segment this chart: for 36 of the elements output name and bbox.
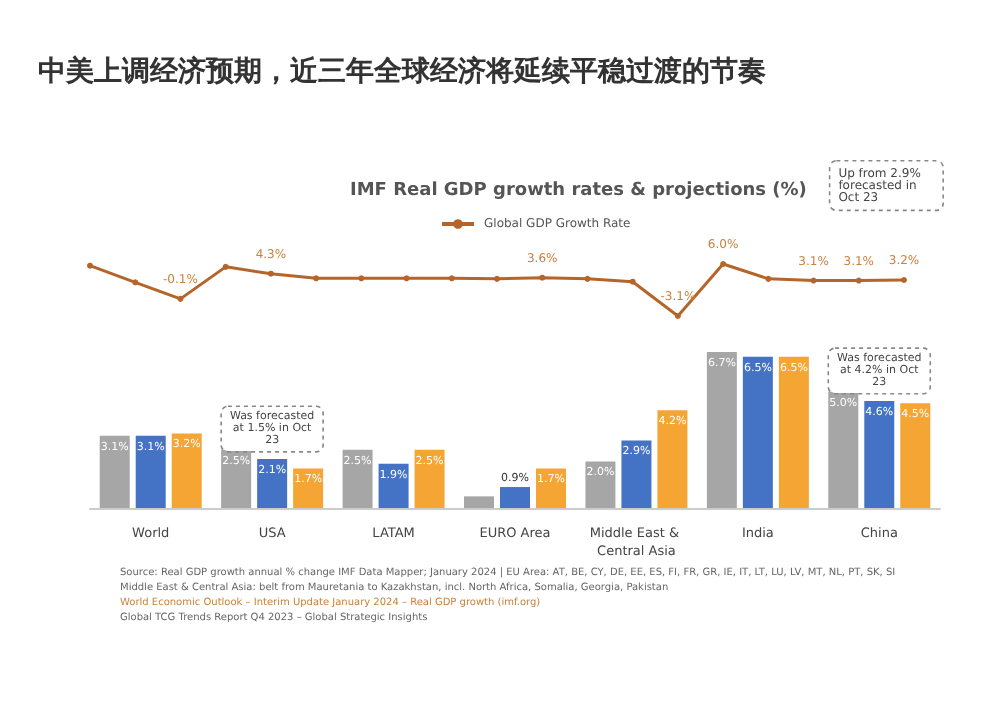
bar — [585, 461, 616, 508]
point — [765, 275, 772, 282]
bar — [900, 403, 931, 508]
bar — [464, 496, 494, 508]
point — [629, 278, 636, 285]
point — [313, 275, 320, 282]
point — [267, 270, 274, 277]
bar — [828, 391, 859, 508]
point — [177, 295, 184, 302]
point — [810, 277, 817, 284]
point — [403, 275, 410, 282]
bar — [778, 356, 809, 508]
bar — [135, 435, 166, 508]
bar — [864, 400, 895, 508]
bar — [742, 356, 773, 508]
bar — [99, 435, 130, 508]
point — [222, 263, 229, 270]
chart-title: 中美上调经济预期，近三年全球经济将延续平稳过渡的节奏 — [38, 54, 766, 88]
bar — [657, 410, 688, 508]
point — [855, 277, 862, 284]
point — [132, 279, 139, 286]
bar — [414, 449, 445, 508]
chart-subtitle: IMF Real GDP growth rates & projections (%) — [350, 181, 807, 201]
bar — [706, 352, 737, 508]
point — [584, 275, 591, 282]
bar — [171, 433, 202, 508]
point — [539, 274, 546, 281]
bar — [293, 468, 324, 508]
point — [358, 275, 365, 282]
bar — [257, 459, 288, 508]
bar — [621, 440, 652, 508]
point — [87, 262, 93, 269]
bar — [342, 449, 373, 508]
point — [448, 275, 455, 282]
bar — [500, 487, 530, 508]
bar — [536, 468, 566, 508]
